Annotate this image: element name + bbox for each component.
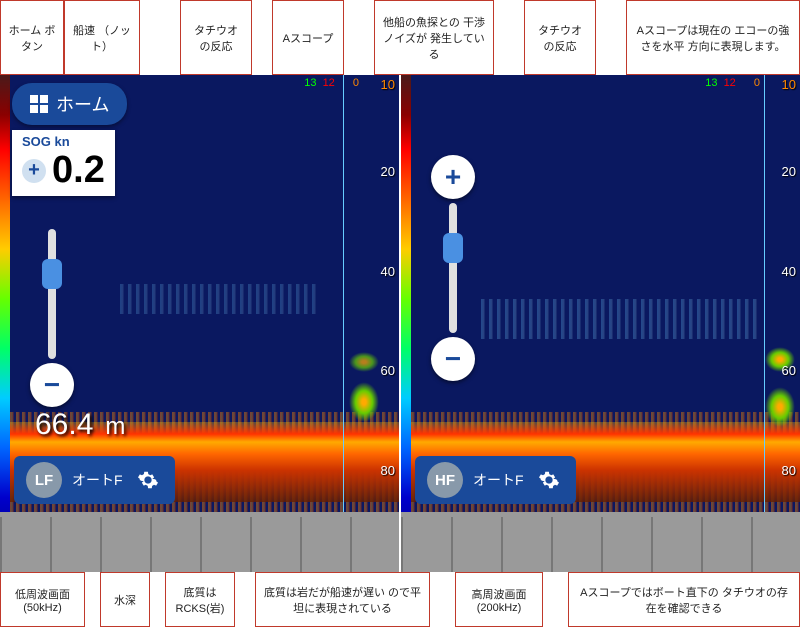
range-markers-hf: 13 12 0 [702,77,760,89]
depth-scale-lf: 10 20 40 60 80 [362,75,397,572]
depth-readout: 66.4 m [35,408,125,442]
annotation-depth: 水深 [100,572,150,627]
sog-readout: SOG kn + 0.2 [12,130,115,196]
zoom-control-hf: + − [431,155,475,381]
auto-f-label-hf[interactable]: オートF [473,470,524,490]
annotation-tachiuo-lf: タチウオ の反応 [180,0,252,75]
zoom-track-hf[interactable] [449,203,457,333]
depth-value: 66.4 [35,408,93,442]
settings-button-lf[interactable] [133,465,163,495]
gear-icon [538,469,560,491]
sonar-display: 13 12 0 10 20 40 60 80 ホーム SOG kn + 0.2 [0,75,800,572]
home-button[interactable]: ホーム [12,83,127,125]
annotation-noise: 他船の魚探との 干渉ノイズが 発生している [374,0,494,75]
annotation-ascope-fish: Aスコープではボート直下の タチウオの存在を確認できる [568,572,800,627]
zoom-thumb-lf[interactable] [42,259,62,289]
annotation-tachiuo-hf: タチウオ の反応 [524,0,596,75]
zoom-track-lf[interactable] [48,229,56,359]
hf-button[interactable]: HF [427,462,463,498]
fish-echo-hf [481,299,760,339]
annotation-lf-screen: 低周波画面 (50kHz) [0,572,85,627]
rock-bottom-lf [0,512,399,572]
color-scale-bar-hf [401,75,411,572]
freq-bar-lf: LF オートF [14,456,175,504]
sog-plus-icon[interactable]: + [22,159,46,183]
color-scale-bar [0,75,10,572]
zoom-out-button-lf[interactable]: − [30,363,74,407]
zoom-control-lf: − [30,225,74,407]
annotation-row-top: ホーム ボタン 船速 （ノット） タチウオ の反応 Aスコープ 他船の魚探との … [0,0,800,75]
sog-value: 0.2 [52,149,105,192]
gear-icon [137,469,159,491]
annotation-ascope: Aスコープ [272,0,344,75]
lf-button[interactable]: LF [26,462,62,498]
zoom-out-button-hf[interactable]: − [431,337,475,381]
range-markers-lf: 13 12 0 [301,77,359,89]
ascope-line-lf [343,75,344,512]
annotation-bottom-type: 底質は RCKS(岩) [165,572,235,627]
fish-echo-lf [120,284,320,314]
settings-button-hf[interactable] [534,465,564,495]
annotation-home: ホーム ボタン [0,0,64,75]
annotation-ascope-desc: Aスコープは現在の エコーの強さを水平 方向に表現します。 [626,0,800,75]
home-label: ホーム [56,91,109,117]
freq-bar-hf: HF オートF [415,456,576,504]
annotation-row-bottom: 低周波画面 (50kHz) 水深 底質は RCKS(岩) 底質は岩だが船速が遅い… [0,572,800,627]
annotation-speed: 船速 （ノット） [64,0,140,75]
auto-f-label-lf[interactable]: オートF [72,470,123,490]
zoom-thumb-hf[interactable] [443,233,463,263]
zoom-in-button-hf[interactable]: + [431,155,475,199]
annotation-hf-screen: 高周波画面 (200kHz) [455,572,543,627]
annotation-flat-bottom: 底質は岩だが船速が遅い ので平坦に表現されている [255,572,430,627]
hf-panel: 13 12 0 10 20 40 60 80 + − HF オートF [399,75,800,572]
depth-unit: m [105,413,125,441]
depth-scale-hf: 10 20 40 60 80 [763,75,798,572]
lf-panel: 13 12 0 10 20 40 60 80 ホーム SOG kn + 0.2 [0,75,399,572]
home-icon [30,95,48,113]
rock-bottom-hf [401,512,800,572]
sog-label: SOG kn [22,134,105,149]
